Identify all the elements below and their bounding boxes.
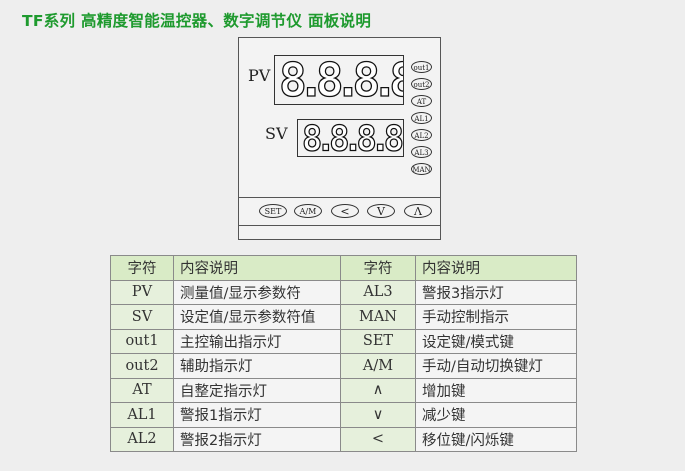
- description-cell: 内容说明: [415, 255, 577, 281]
- description-cell: 主控输出指示灯: [173, 328, 341, 354]
- indicator-al3: AL3: [411, 146, 432, 158]
- symbol-cell: ∧: [340, 377, 416, 403]
- page-title: TF系列 高精度智能温控器、数字调节仪 面板说明: [22, 12, 372, 30]
- table-header: 字符 内容说明 字符 内容说明: [110, 255, 577, 281]
- table-row: out1 主控输出指示灯 SET 设定键/模式键: [110, 328, 577, 354]
- symbol-cell: out1: [110, 328, 174, 354]
- indicator-out1: out1: [411, 61, 432, 73]
- table-row: AL2 警报2指示灯 < 移位键/闪烁键: [110, 426, 577, 452]
- description-cell: 辅助指示灯: [173, 353, 341, 379]
- symbol-cell: PV: [110, 279, 174, 305]
- description-cell: 手动/自动切换键灯: [415, 353, 577, 379]
- symbol-cell: AT: [110, 377, 174, 403]
- pv-digits: 8.8.8.8.: [278, 55, 403, 105]
- symbol-cell: AL1: [110, 402, 174, 428]
- set-key[interactable]: SET: [259, 204, 287, 218]
- symbol-cell: AL3: [340, 279, 416, 305]
- sv-digits: 8.8.8.8.: [301, 119, 404, 157]
- description-cell: 设定键/模式键: [415, 328, 577, 354]
- table-row: out2 辅助指示灯 A/M 手动/自动切换键灯: [110, 353, 577, 379]
- description-cell: 警报3指示灯: [415, 279, 577, 305]
- pv-label: PV: [248, 66, 271, 85]
- symbol-cell: AL2: [110, 426, 174, 452]
- symbol-cell: out2: [110, 353, 174, 379]
- description-cell: 测量值/显示参数符: [173, 279, 341, 305]
- symbol-cell: <: [340, 426, 416, 452]
- indicator-at: AT: [411, 95, 432, 107]
- description-cell: 增加键: [415, 377, 577, 403]
- pv-display: 8.8.8.8.: [274, 55, 404, 105]
- am-key[interactable]: A/M: [294, 204, 322, 218]
- symbol-cell: 字符: [110, 255, 174, 281]
- table-row: PV 测量值/显示参数符 AL3 警报3指示灯: [110, 279, 577, 305]
- sv-display: 8.8.8.8.: [297, 119, 404, 157]
- up-key[interactable]: Λ: [404, 204, 432, 218]
- symbol-cell: ∨: [340, 402, 416, 428]
- description-cell: 自整定指示灯: [173, 377, 341, 403]
- indicator-al2: AL2: [411, 129, 432, 141]
- symbol-cell: SET: [340, 328, 416, 354]
- description-cell: 设定值/显示参数符值: [173, 304, 341, 330]
- description-cell: 警报2指示灯: [173, 426, 341, 452]
- description-cell: 警报1指示灯: [173, 402, 341, 428]
- divider: [239, 225, 440, 226]
- symbol-cell: SV: [110, 304, 174, 330]
- description-cell: 减少键: [415, 402, 577, 428]
- indicator-man: MAN: [411, 163, 432, 175]
- controller-panel: PV 8.8.8.8. SV 8.8.8.8. out1 out2 AT AL1 AL2…: [238, 37, 441, 240]
- description-table: 字符 内容说明 字符 内容说明 PV 测量值/显示参数符 AL3 警报3指示灯 SV 设定值/显示…: [110, 255, 577, 452]
- sv-label: SV: [265, 124, 288, 143]
- table-row: AL1 警报1指示灯 ∨ 减少键: [110, 402, 577, 428]
- shift-key[interactable]: <: [331, 204, 359, 218]
- description-cell: 内容说明: [173, 255, 341, 281]
- indicator-al1: AL1: [411, 112, 432, 124]
- indicator-out2: out2: [411, 78, 432, 90]
- table-row: AT 自整定指示灯 ∧ 增加键: [110, 377, 577, 403]
- symbol-cell: MAN: [340, 304, 416, 330]
- description-cell: 移位键/闪烁键: [415, 426, 577, 452]
- divider: [239, 197, 440, 198]
- symbol-cell: 字符: [340, 255, 416, 281]
- description-cell: 手动控制指示: [415, 304, 577, 330]
- down-key[interactable]: V: [367, 204, 395, 218]
- table-row: SV 设定值/显示参数符值 MAN 手动控制指示: [110, 304, 577, 330]
- symbol-cell: A/M: [340, 353, 416, 379]
